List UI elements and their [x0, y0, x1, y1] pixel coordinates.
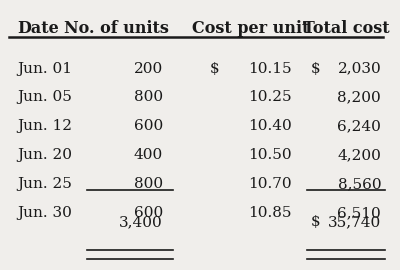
Text: 6,240: 6,240 [337, 119, 381, 133]
Text: 8,200: 8,200 [338, 90, 381, 104]
Text: Jun. 25: Jun. 25 [17, 177, 72, 191]
Text: Jun. 05: Jun. 05 [17, 90, 72, 104]
Text: 800: 800 [134, 177, 163, 191]
Text: No. of units: No. of units [64, 20, 169, 37]
Text: $: $ [311, 215, 321, 229]
Text: 10.15: 10.15 [248, 62, 292, 76]
Text: Total cost: Total cost [303, 20, 390, 37]
Text: 400: 400 [134, 148, 163, 162]
Text: Jun. 01: Jun. 01 [17, 62, 72, 76]
Text: 4,200: 4,200 [337, 148, 381, 162]
Text: Date: Date [17, 20, 59, 37]
Text: 35,740: 35,740 [328, 215, 381, 229]
Text: 10.50: 10.50 [248, 148, 292, 162]
Text: Jun. 20: Jun. 20 [17, 148, 72, 162]
Text: 600: 600 [134, 206, 163, 220]
Text: 2,030: 2,030 [338, 62, 381, 76]
Text: $: $ [311, 62, 321, 76]
Text: 10.40: 10.40 [248, 119, 292, 133]
Text: Jun. 30: Jun. 30 [17, 206, 72, 220]
Text: $: $ [210, 62, 220, 76]
Text: 600: 600 [134, 119, 163, 133]
Text: 800: 800 [134, 90, 163, 104]
Text: 6,510: 6,510 [338, 206, 381, 220]
Text: 200: 200 [134, 62, 163, 76]
Text: 10.85: 10.85 [248, 206, 292, 220]
Text: 10.70: 10.70 [248, 177, 292, 191]
Text: 10.25: 10.25 [248, 90, 292, 104]
Text: Cost per unit: Cost per unit [192, 20, 309, 37]
Text: 8,560: 8,560 [338, 177, 381, 191]
Text: Jun. 12: Jun. 12 [17, 119, 72, 133]
Text: 3,400: 3,400 [119, 215, 163, 229]
